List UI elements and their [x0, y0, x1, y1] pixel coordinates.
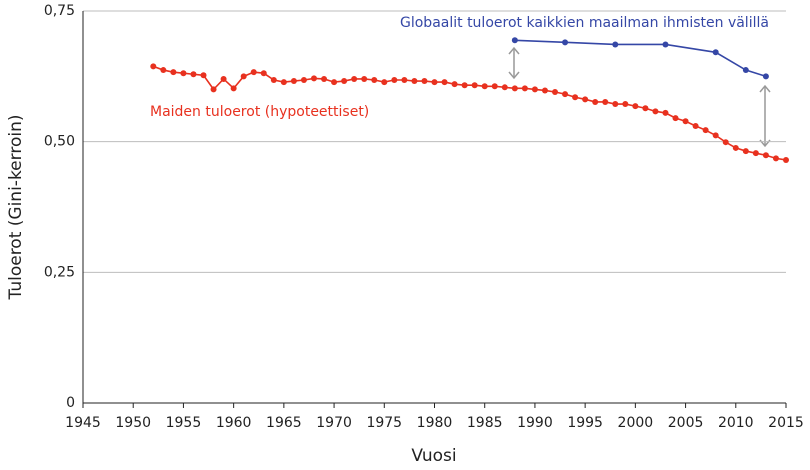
series-label: Globaalit tuloerot kaikkien maailman ihm… — [400, 15, 769, 31]
point — [310, 75, 317, 82]
point — [391, 76, 398, 83]
x-tick-label: 1965 — [266, 415, 302, 431]
point — [290, 78, 297, 85]
point — [783, 156, 789, 163]
point — [200, 72, 207, 79]
point — [371, 76, 378, 83]
point — [260, 70, 267, 77]
point — [752, 150, 759, 157]
point — [702, 127, 709, 134]
point — [762, 152, 769, 159]
point — [401, 76, 408, 83]
point — [592, 98, 599, 105]
point — [662, 109, 669, 116]
point — [562, 39, 569, 46]
point — [612, 41, 619, 48]
point — [170, 69, 177, 76]
point — [180, 70, 187, 77]
x-tick-label: 2010 — [718, 415, 754, 431]
point — [361, 75, 368, 82]
series-label: Maiden tuloerot (hypoteettiset) — [150, 104, 369, 120]
point — [471, 82, 478, 89]
point — [541, 87, 548, 94]
point — [712, 49, 719, 56]
point — [210, 86, 217, 93]
point — [321, 75, 328, 82]
point — [150, 63, 157, 70]
point — [612, 101, 619, 108]
point — [672, 115, 679, 122]
point — [501, 84, 508, 91]
point — [331, 79, 338, 86]
point — [160, 67, 167, 74]
x-tick-label: 1960 — [216, 415, 252, 431]
point — [300, 76, 307, 83]
point — [511, 85, 518, 92]
point — [441, 79, 448, 86]
point — [732, 144, 739, 151]
y-tick-label: 0,75 — [44, 3, 75, 19]
point — [250, 69, 257, 76]
point — [762, 73, 769, 80]
x-tick-label: 1980 — [417, 415, 453, 431]
point — [772, 155, 779, 162]
x-axis-title: Vuosi — [411, 446, 456, 466]
point — [742, 67, 749, 74]
point — [190, 71, 197, 78]
point — [622, 101, 629, 108]
point — [351, 75, 358, 82]
x-tick-label: 1970 — [316, 415, 352, 431]
point — [572, 94, 579, 101]
point — [411, 78, 418, 85]
point — [562, 91, 569, 98]
x-tick-label: 1975 — [366, 415, 402, 431]
point — [451, 81, 458, 88]
x-tick-label: 2005 — [668, 415, 704, 431]
x-tick-label: 1950 — [115, 415, 151, 431]
x-tick-label: 1945 — [65, 415, 101, 431]
x-tick-label: 2000 — [618, 415, 654, 431]
point — [521, 85, 528, 92]
series-line — [514, 39, 767, 78]
point — [662, 41, 669, 48]
x-tick-label: 2015 — [768, 415, 804, 431]
point — [230, 85, 237, 92]
x-tick-label: 1985 — [467, 415, 503, 431]
x-tick-label: 1990 — [517, 415, 553, 431]
point — [511, 37, 518, 44]
point — [381, 79, 388, 86]
point — [692, 122, 699, 129]
point — [582, 96, 589, 103]
y-tick-label: 0 — [66, 395, 75, 411]
point — [421, 78, 428, 85]
point — [531, 86, 538, 93]
point — [682, 118, 689, 125]
point — [722, 139, 729, 146]
point — [642, 105, 649, 112]
point — [491, 83, 498, 90]
y-tick-label: 0,50 — [44, 134, 75, 150]
point — [481, 83, 488, 90]
y-axis-title: Tuloerot (Gini-kerroin) — [6, 115, 26, 301]
point — [270, 76, 277, 83]
point — [280, 79, 287, 86]
point — [461, 82, 468, 89]
point — [431, 79, 438, 86]
point — [632, 103, 639, 110]
series-line — [153, 65, 787, 161]
point — [712, 132, 719, 139]
point — [220, 75, 227, 82]
gap-arrows — [508, 46, 771, 148]
y-tick-label: 0,25 — [44, 264, 75, 280]
x-tick-label: 1995 — [567, 415, 603, 431]
point — [602, 98, 609, 105]
point — [341, 78, 348, 85]
point — [240, 73, 247, 80]
point — [652, 108, 659, 115]
point — [552, 89, 559, 96]
point — [742, 148, 749, 155]
x-tick-label: 1955 — [166, 415, 202, 431]
